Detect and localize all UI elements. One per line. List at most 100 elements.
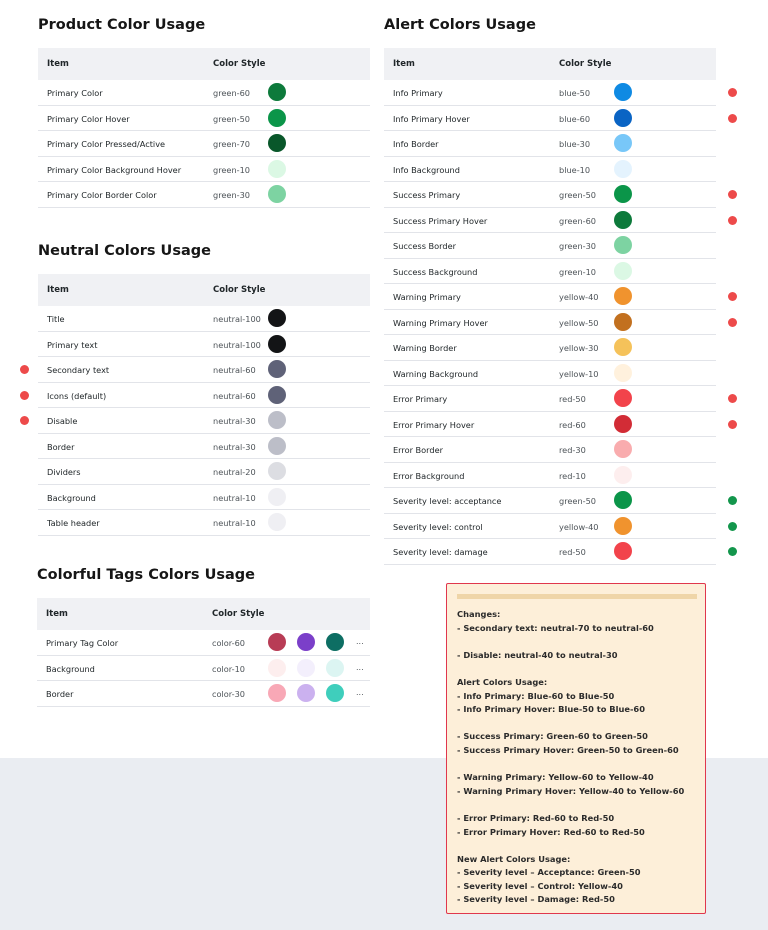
note-line [457,635,703,649]
table-header: Item Color Style [37,598,370,630]
color-swatch [268,684,286,702]
note-line: - Success Primary: Green-60 to Green-50 [457,731,648,742]
new-marker-dot [728,521,737,531]
color-swatch [268,633,286,651]
table-row: Dividers neutral-20 [38,459,370,485]
row-color-style: neutral-100 [213,339,261,350]
color-swatch [614,108,632,127]
table-row: Error Background red-10 [384,463,716,488]
row-color-style: neutral-100 [213,314,261,324]
color-swatch [614,338,632,356]
tags-color-table: Item Color Style Primary Tag Color color-… [37,598,370,707]
color-swatch [268,83,286,101]
color-swatch [268,513,286,531]
color-swatch [614,440,632,458]
row-color-style: red-50 [559,547,586,557]
color-swatch [614,465,632,484]
color-swatch [268,411,286,429]
row-item-label: Info Border [393,139,439,149]
color-swatch [268,185,286,203]
color-swatch [614,414,632,433]
table-row: Title neutral-100 [38,306,370,332]
row-color-style: color-30 [212,689,246,699]
row-item-label: Primary Color Pressed/Active [47,139,166,149]
color-swatch [326,658,344,677]
row-item-label: Success Background [393,266,478,277]
row-item-label: Warning Border [393,343,457,353]
color-swatch [268,309,286,327]
more-colors-ellipsis: ... [356,637,364,646]
color-swatch [268,159,286,178]
table-row: Info Primary Hover blue-60 [384,106,716,131]
table-row: Severity level: control yellow-40 [384,514,716,539]
row-color-style: green-60 [213,88,251,98]
table-row: Background color-10... [37,656,370,681]
row-color-style: color-60 [212,638,246,648]
table-row: Primary Color Border Color green-30 [38,182,370,208]
table-row: Warning Primary yellow-40 [384,284,716,310]
table-row: Success Primary green-50 [384,182,716,208]
row-color-style: red-50 [559,394,586,404]
row-color-style: green-30 [213,190,251,200]
row-item-label: Border [47,441,75,452]
row-item-label: Primary text [47,339,98,350]
changed-marker-dot [728,419,737,429]
row-color-style: red-30 [559,445,586,455]
row-item-label: Error Primary Hover [393,419,475,430]
row-color-style: blue-50 [559,88,591,98]
alert-colors-usage-title: Alert Colors Usage [384,17,536,33]
header-item: Item [47,59,69,69]
row-color-style: green-50 [559,190,597,200]
color-swatch [614,389,632,407]
row-color-style: neutral-60 [213,390,256,401]
row-color-style: blue-30 [559,139,591,149]
color-swatch [297,684,315,702]
note-line: - Success Primary Hover: Green-50 to Gre… [457,744,679,755]
note-line: - Info Primary: Blue-60 to Blue-50 [457,690,615,701]
row-item-label: Error Border [393,445,444,455]
row-item-label: Disable [47,416,78,426]
note-top-bar [457,594,697,599]
row-item-label: Primary Tag Color [46,638,119,648]
row-item-label: Border [46,689,74,699]
row-item-label: Info Primary Hover [393,113,470,124]
row-color-style: red-60 [559,419,586,430]
row-color-style: yellow-40 [559,521,599,532]
row-color-style: neutral-10 [213,492,256,503]
note-line: - Warning Primary: Yellow-60 to Yellow-4… [457,772,654,783]
note-line [457,662,703,676]
table-row: Disable neutral-30 [38,408,370,434]
color-swatch [326,633,344,651]
header-color-style: Color Style [212,609,265,619]
table-row: Primary Color Hover green-50 [38,106,370,131]
table-header: Item Color Style [384,48,716,80]
table-row: Success Border green-30 [384,233,716,259]
table-row: Primary Tag Color color-60... [37,630,370,656]
changes-sticky-note: Changes: - Secondary text: neutral-70 to … [446,583,706,914]
color-swatch [268,462,286,480]
row-color-style: neutral-30 [213,441,256,452]
changed-marker-dot [20,416,29,425]
row-item-label: Info Background [393,164,460,175]
note-line: - Warning Primary Hover: Yellow-40 to Ye… [457,785,685,796]
color-swatch [614,312,632,331]
neutral-colors-usage-title: Neutral Colors Usage [38,243,211,259]
row-item-label: Severity level: damage [393,547,488,557]
alert-color-table: Item Color Style Info Primary blue-50 Info… [384,48,716,565]
row-color-style: neutral-10 [213,518,256,528]
row-color-style: blue-10 [559,164,591,175]
row-item-label: Title [47,314,65,324]
header-color-style: Color Style [559,59,612,69]
changed-marker-dot [20,365,29,374]
row-color-style: green-10 [213,164,251,175]
row-item-label: Background [47,492,96,503]
color-swatch [614,185,632,203]
color-swatch [614,210,632,229]
more-colors-ellipsis: ... [356,688,364,697]
color-swatch [268,385,286,404]
row-item-label: Table header [47,518,100,528]
product-color-table: Item Color Style Primary Color green-60 Pr… [38,48,370,208]
header-item: Item [46,609,68,619]
header-item: Item [47,285,69,295]
table-row: Icons (default) neutral-60 [38,383,370,408]
